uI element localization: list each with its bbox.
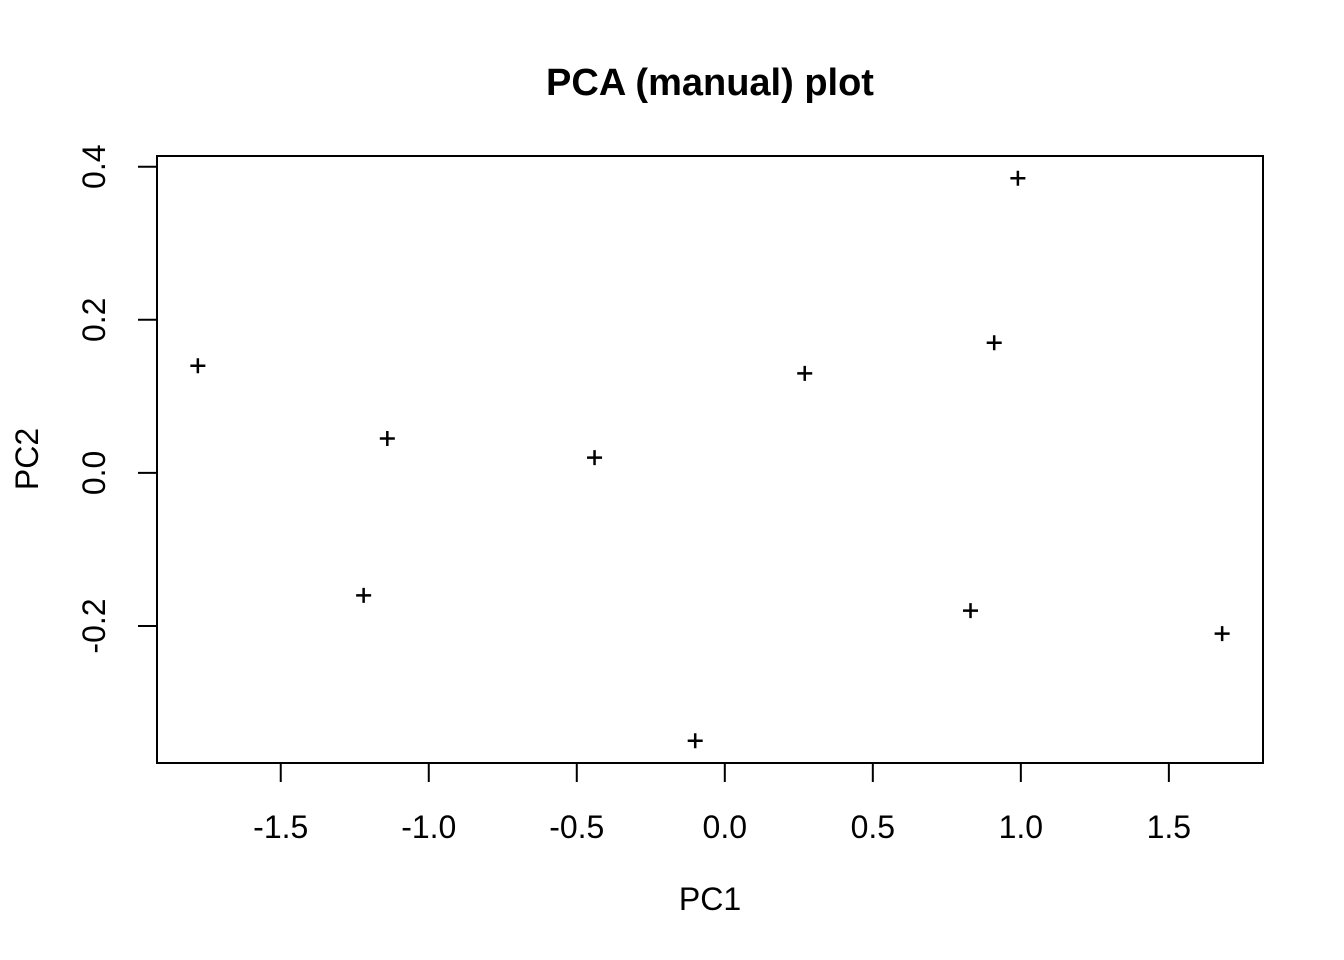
data-point-marker — [190, 358, 206, 374]
y-axis-label: PC2 — [9, 428, 45, 490]
data-point-marker — [379, 430, 395, 446]
y-tick-label: 0.4 — [76, 144, 112, 188]
x-tick-label: 0.5 — [851, 809, 895, 845]
y-tick-label: 0.0 — [76, 451, 112, 495]
data-point-marker — [963, 603, 979, 619]
y-tick-label: -0.2 — [76, 598, 112, 653]
data-point-marker — [986, 335, 1002, 351]
x-tick-label: -1.5 — [253, 809, 308, 845]
data-points — [190, 170, 1230, 749]
data-point-marker — [1214, 626, 1230, 642]
y-tick-label: 0.2 — [76, 298, 112, 342]
x-tick-label: -1.0 — [401, 809, 456, 845]
x-axis: -1.5 -1.0 -0.5 0.0 0.5 1.0 1.5 — [253, 763, 1191, 845]
data-point-marker — [587, 450, 603, 466]
data-point-marker — [687, 733, 703, 749]
data-point-marker — [356, 587, 372, 603]
data-point-marker — [1010, 170, 1026, 186]
x-tick-label: 1.5 — [1147, 809, 1191, 845]
chart-title: PCA (manual) plot — [546, 62, 874, 104]
plot-frame — [156, 155, 1264, 764]
x-tick-label: -0.5 — [549, 809, 604, 845]
x-tick-label: 0.0 — [703, 809, 747, 845]
data-point-marker — [797, 365, 813, 381]
x-tick-label: 1.0 — [999, 809, 1043, 845]
x-axis-label: PC1 — [679, 881, 741, 917]
y-axis: -0.2 0.0 0.2 0.4 — [76, 144, 157, 654]
